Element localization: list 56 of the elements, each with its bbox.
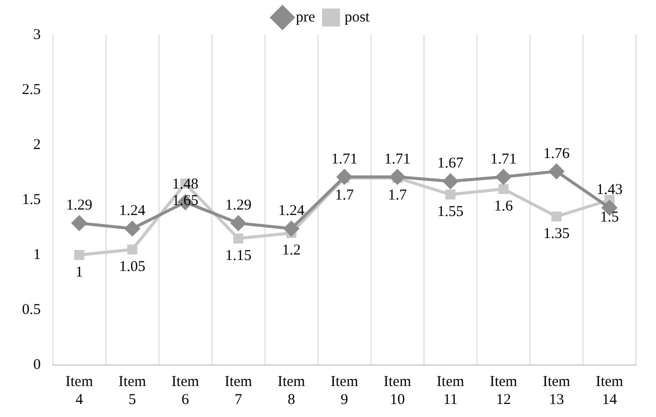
data-label: 1.5 — [600, 209, 619, 226]
point — [390, 169, 405, 184]
point — [445, 189, 456, 200]
x-tick-label: Item 9 — [330, 374, 358, 408]
data-label: 1.7 — [388, 187, 408, 204]
x-tick-label: Item 4 — [66, 374, 94, 408]
point — [284, 221, 299, 236]
point — [551, 211, 562, 222]
data-label: 1 — [76, 264, 84, 280]
point — [124, 221, 140, 236]
data-label: 1.24 — [119, 203, 146, 220]
data-label: 1.71 — [331, 151, 358, 168]
y-tick-label: 1.5 — [22, 192, 41, 208]
data-label: 1.71 — [490, 151, 517, 168]
y-tick-label: 2.5 — [22, 82, 41, 98]
point — [548, 164, 564, 179]
y-tick-label: 0.5 — [22, 302, 41, 318]
point — [442, 174, 458, 189]
data-label: 1.29 — [66, 198, 92, 214]
data-label: 1.2 — [282, 242, 301, 258]
x-tick-label: Item 6 — [172, 374, 200, 408]
data-label: 1.6 — [494, 198, 514, 214]
y-tick-label: 0 — [33, 356, 41, 373]
y-tick-label: 1 — [33, 246, 41, 263]
point — [336, 169, 352, 184]
x-tick-label: Item 5 — [118, 374, 146, 408]
point — [496, 169, 511, 184]
data-label: 1.76 — [543, 146, 570, 162]
data-label: 1.48 — [172, 176, 198, 193]
x-tick-label: Item 11 — [436, 374, 464, 408]
y-tick-label: 2 — [33, 136, 41, 153]
data-label: 1.71 — [384, 151, 411, 168]
legend-label: post — [344, 9, 370, 26]
data-label: 1.7 — [335, 187, 354, 204]
legend-label: pre — [296, 9, 316, 26]
data-label: 1.24 — [278, 203, 305, 220]
x-tick-label: Item 13 — [542, 374, 571, 408]
data-label: 1.55 — [437, 204, 464, 220]
point — [230, 216, 246, 231]
y-tick-label: 3 — [33, 26, 41, 43]
data-label: 1.43 — [596, 182, 623, 198]
x-tick-label: Item 8 — [278, 374, 306, 408]
x-tick-label: Item 10 — [384, 374, 412, 408]
point — [233, 233, 244, 244]
data-label: 1.35 — [543, 226, 570, 242]
data-label: 1.29 — [225, 198, 252, 214]
x-tick-label: Item 14 — [596, 374, 624, 408]
data-label: 1.05 — [119, 258, 146, 275]
point — [127, 244, 138, 255]
point — [74, 250, 84, 260]
x-tick-label: Item 12 — [490, 374, 518, 408]
point — [498, 184, 508, 194]
data-label: 1.67 — [437, 156, 464, 172]
data-label: 1.15 — [225, 248, 252, 264]
point — [72, 216, 87, 231]
x-tick-label: Item 7 — [224, 374, 252, 408]
